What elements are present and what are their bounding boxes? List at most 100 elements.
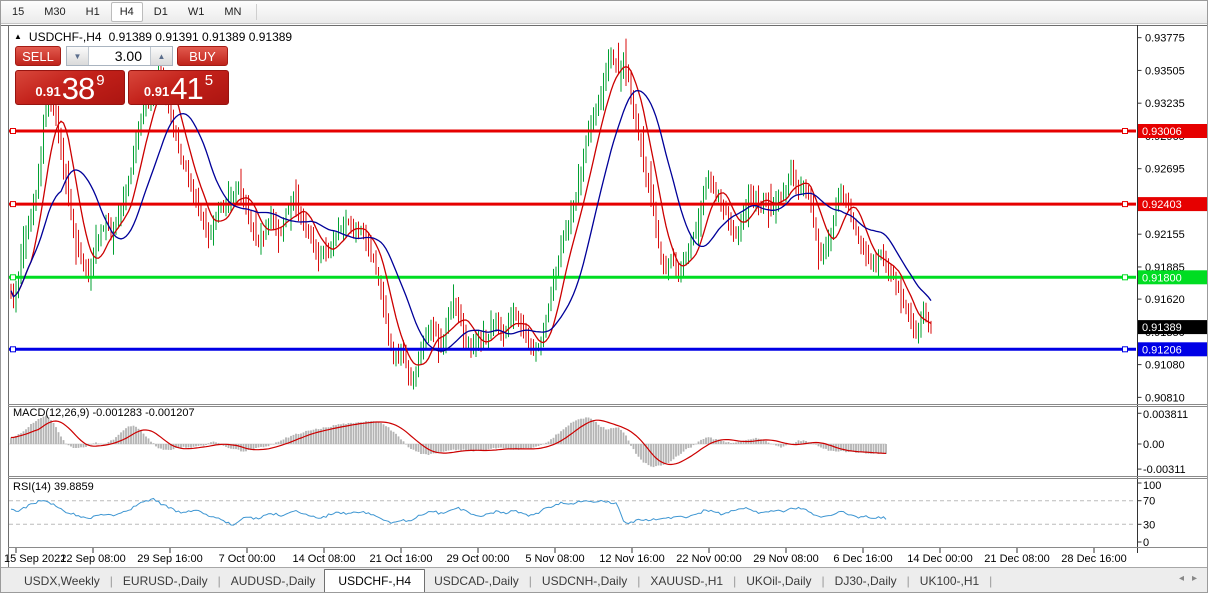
scroll-tabs-right-icon[interactable]: ▸ — [1191, 573, 1197, 584]
macd-label: MACD(12,26,9) -0.001283 -0.001207 — [13, 407, 195, 419]
chart-tab-usdchf-h4[interactable]: USDCHF-,H4 — [324, 569, 426, 592]
ohlc-values: 0.91389 0.91391 0.91389 0.91389 — [108, 30, 293, 44]
chart-tab-usdcad-daily[interactable]: USDCAD-,Daily — [434, 574, 519, 588]
line-handle-icon[interactable] — [10, 274, 16, 281]
time-axis-label: 15 Sep 2021 — [4, 553, 66, 565]
tab-divider: | — [637, 574, 641, 588]
sell-button[interactable]: SELL — [15, 46, 61, 66]
time-axis-label: 22 Sep 08:00 — [60, 553, 125, 565]
price-axis-tick-label: 0.91620 — [1145, 294, 1185, 306]
hline-support-0.91206[interactable] — [9, 346, 1136, 353]
price-axis-tick-label: 0.91080 — [1145, 360, 1185, 372]
chart-tab-xauusd-h1[interactable]: XAUUSD-,H1 — [650, 574, 724, 588]
hline-support-0.918[interactable] — [9, 274, 1136, 281]
collapse-arrow-icon[interactable]: ▲ — [14, 31, 22, 41]
rsi-axis-label: 100 — [1143, 480, 1161, 492]
chart-tab-usdcnh-daily[interactable]: USDCNH-,Daily — [541, 574, 628, 588]
line-handle-icon[interactable] — [1122, 201, 1128, 208]
time-axis-label: 14 Dec 00:00 — [907, 553, 972, 565]
tab-divider: | — [733, 574, 737, 588]
tab-divider: | — [528, 574, 532, 588]
time-axis-label: 21 Dec 08:00 — [984, 553, 1049, 565]
chart-tab-eurusd-daily[interactable]: EURUSD-,Daily — [122, 574, 208, 588]
sell-price-prefix: 0.91 — [35, 84, 61, 99]
buy-button[interactable]: BUY — [177, 46, 228, 66]
price-badge-0.91206: 0.91206 — [1138, 342, 1207, 356]
volume-input[interactable]: 3.00 — [89, 47, 150, 65]
timeframe-15[interactable]: 15 — [12, 6, 25, 18]
timeframe-D1[interactable]: D1 — [153, 6, 168, 18]
time-axis-label: 12 Nov 16:00 — [599, 553, 664, 565]
timeframe-M30[interactable]: M30 — [44, 6, 66, 18]
time-axis-label: 29 Sep 16:00 — [137, 553, 202, 565]
price-axis-tick-label: 0.93505 — [1145, 65, 1185, 77]
price-badge-0.91389: 0.91389 — [1138, 320, 1207, 334]
scroll-tabs-left-icon[interactable]: ◂ — [1178, 573, 1184, 584]
timeframe-W1[interactable]: W1 — [187, 6, 205, 18]
sell-price-pip-digit: 9 — [96, 72, 105, 89]
chart-tab-uk100-h1[interactable]: UK100-,H1 — [919, 574, 980, 588]
rsi-axis-label: 30 — [1143, 519, 1155, 531]
time-axis-label: 29 Oct 00:00 — [447, 553, 510, 565]
chart-tab-bar: USDX,Weekly | EURUSD-,Daily | AUDUSD-,Daily U… — [1, 567, 1207, 592]
price-badge-0.93006: 0.93006 — [1138, 124, 1207, 138]
chart-tab-usdx-weekly[interactable]: USDX,Weekly — [24, 574, 100, 588]
ma-slow-line — [10, 89, 932, 352]
line-handle-icon[interactable] — [1122, 274, 1128, 281]
sell-price-big-digits: 38 — [61, 71, 95, 106]
tab-divider: | — [821, 574, 825, 588]
tab-divider: | — [989, 574, 993, 588]
macd-signal-line — [10, 419, 887, 466]
time-axis-label: 22 Nov 00:00 — [676, 553, 741, 565]
price-badge-text: 0.91800 — [1142, 272, 1182, 284]
sell-price-display[interactable]: 0.91 38 9 — [15, 70, 125, 105]
up-arrow-icon: ▲ — [157, 51, 166, 61]
timeframe-H4[interactable]: H4 — [110, 2, 143, 22]
price-axis-tick-label: 0.93235 — [1145, 98, 1185, 110]
time-axis-label: 14 Oct 08:00 — [293, 553, 356, 565]
rsi-axis-label: 70 — [1143, 496, 1155, 508]
chart-title: ▲ USDCHF-,H4 0.91389 0.91391 0.91389 0.9… — [14, 30, 292, 44]
timeframe-H1[interactable]: H1 — [85, 6, 100, 18]
macd-axis-label: 0.003811 — [1143, 409, 1188, 421]
price-badge-text: 0.92403 — [1142, 199, 1182, 211]
time-axis-label: 7 Oct 00:00 — [219, 553, 276, 565]
hline-resistance-0.93006[interactable] — [9, 128, 1136, 134]
time-axis-label: 29 Nov 08:00 — [753, 553, 818, 565]
volume-decrease-button[interactable]: ▼ — [67, 47, 89, 65]
line-handle-icon[interactable] — [10, 346, 16, 353]
timeframe-MN[interactable]: MN — [224, 6, 242, 18]
price-axis-tick-label: 0.90810 — [1145, 392, 1185, 404]
price-badge-0.92403: 0.92403 — [1138, 197, 1207, 211]
price-badge-text: 0.91206 — [1142, 344, 1182, 356]
time-axis-label: 21 Oct 16:00 — [370, 553, 433, 565]
symbol-period-label: USDCHF-,H4 — [28, 30, 102, 44]
rsi-axis-label: 0 — [1143, 537, 1149, 549]
buy-price-display[interactable]: 0.91 41 5 — [128, 70, 229, 105]
price-badge-text: 0.91389 — [1142, 322, 1182, 334]
macd-axis-label: -0.00311 — [1143, 464, 1186, 476]
time-axis-label: 6 Dec 16:00 — [833, 553, 892, 565]
volume-increase-button[interactable]: ▲ — [150, 47, 172, 65]
line-handle-icon[interactable] — [10, 128, 16, 134]
line-handle-icon[interactable] — [1122, 128, 1128, 134]
hline-resistance-0.92403[interactable] — [9, 201, 1136, 208]
buy-price-pip-digit: 5 — [204, 72, 214, 89]
volume-spinner: ▼ 3.00 ▲ — [66, 46, 173, 66]
one-click-trading-panel: SELL ▼ 3.00 ▲ BUY 0.91 38 9 0.91 41 5 — [15, 46, 229, 105]
tab-divider: | — [109, 574, 113, 588]
rsi-line — [10, 497, 887, 526]
price-badge-text: 0.93006 — [1142, 126, 1182, 138]
line-handle-icon[interactable] — [10, 201, 16, 208]
rsi-label: RSI(14) 39.8859 — [13, 481, 94, 493]
line-handle-icon[interactable] — [1122, 346, 1128, 353]
chart-tab-dj30-daily[interactable]: DJ30-,Daily — [834, 574, 897, 588]
chart-tab-ukoil-daily[interactable]: UKOil-,Daily — [746, 574, 812, 588]
macd-axis-label: 0.00 — [1143, 439, 1164, 451]
chart-tab-audusd-daily[interactable]: AUDUSD-,Daily — [230, 574, 316, 588]
price-axis-tick-label: 0.93775 — [1145, 33, 1185, 45]
buy-price-big-digits: 41 — [170, 71, 203, 106]
tab-divider: | — [217, 574, 221, 588]
price-axis-tick-label: 0.92155 — [1145, 229, 1185, 241]
